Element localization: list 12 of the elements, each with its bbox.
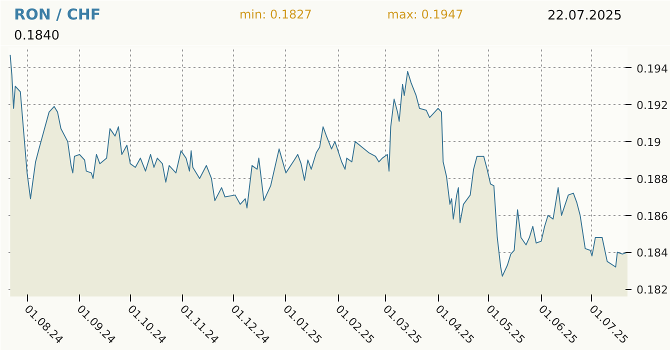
y-tick-label: 0.19 — [636, 136, 661, 150]
y-tick-label: 0.186 — [636, 210, 668, 223]
text: 22.07.2025 — [548, 8, 622, 24]
text: max: 0.1947 — [387, 8, 464, 22]
y-tick-label: 0.184 — [636, 246, 668, 260]
text: 0.1840 — [14, 28, 60, 44]
y-tick-label: 0.182 — [636, 284, 668, 297]
chart-title: RON / CHF — [14, 6, 101, 24]
text: min: 0.1827 — [239, 8, 312, 22]
y-tick-label: 0.188 — [636, 172, 668, 186]
y-tick-label: 0.194 — [636, 62, 668, 76]
y-tick-label: 0.192 — [636, 99, 668, 112]
